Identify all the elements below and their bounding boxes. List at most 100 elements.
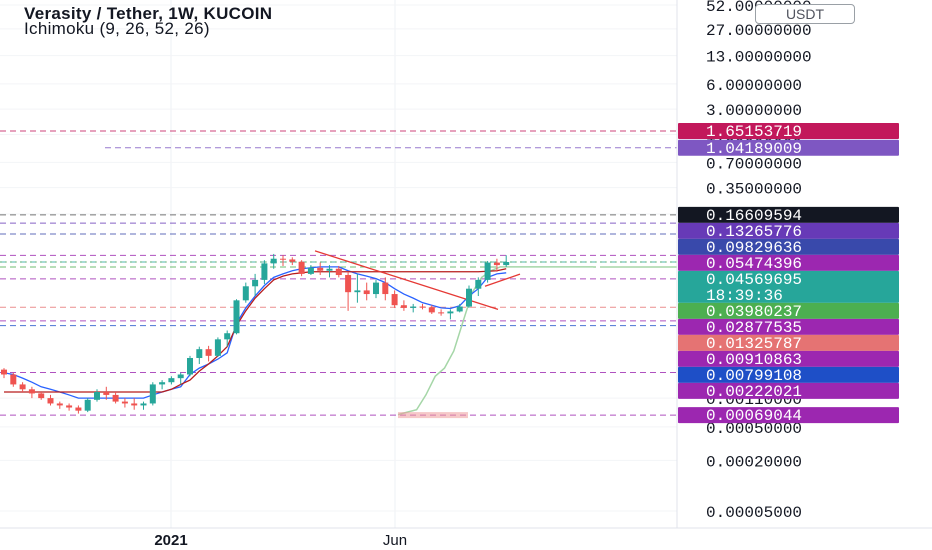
candle-body <box>242 286 249 301</box>
candle-body <box>47 398 54 404</box>
candle-body <box>475 279 482 289</box>
ichimoku-cloud-layer <box>0 261 677 419</box>
candle-body <box>456 306 463 312</box>
price-tag-box <box>678 366 899 383</box>
price-axis-label: 0.35000000 <box>706 181 802 199</box>
candle-body <box>419 306 426 308</box>
trendline-drawing <box>484 273 521 287</box>
price-axis-label: 3.00000000 <box>706 102 802 120</box>
price-tag-label: 0.00799108 <box>706 367 802 385</box>
price-tag-box <box>678 350 899 367</box>
candle-body <box>56 403 63 406</box>
price-tag: 1.65153719 <box>678 122 899 141</box>
price-axis-label: 0.70000000 <box>706 155 802 173</box>
price-axis-label: 27.00000000 <box>706 22 812 40</box>
indicator-label: Ichimoku (9, 26, 52, 26) <box>24 19 210 38</box>
candle-body <box>363 290 370 295</box>
candle-body <box>177 374 184 379</box>
candle-body <box>326 268 333 271</box>
price-tag-label: 0.03980237 <box>706 303 802 321</box>
candle-body <box>307 267 314 274</box>
candle-body <box>289 259 296 262</box>
price-tag-label: 0.01325787 <box>706 335 802 353</box>
price-tag-label: 0.00069044 <box>706 407 802 425</box>
price-tag-box <box>678 222 899 239</box>
candle-body <box>345 275 352 293</box>
price-tag: 0.00799108 <box>678 366 899 385</box>
price-tag-label: 1.04189009 <box>706 140 802 158</box>
price-tag-box <box>678 238 899 255</box>
candle-body <box>354 290 361 293</box>
time-axis-label: Jun <box>383 532 407 549</box>
candle-body <box>196 349 203 358</box>
price-tag-box <box>678 254 899 271</box>
candle-body <box>131 403 138 406</box>
candle-body <box>261 263 268 280</box>
price-tag: 0.03980237 <box>678 302 899 321</box>
candle-body <box>400 305 407 308</box>
candle-body <box>335 268 342 276</box>
price-tag-box <box>678 382 899 399</box>
candle-body <box>140 403 147 406</box>
candle-body <box>410 306 417 308</box>
candle-body <box>373 282 379 295</box>
candle-body <box>19 384 26 390</box>
price-tag: 0.09829636 <box>678 238 899 257</box>
price-tag: 0.02877535 <box>678 318 899 337</box>
grid-layer <box>0 0 677 528</box>
candle-body <box>298 261 305 274</box>
price-tag-label: 0.05474396 <box>706 255 802 273</box>
candle-body <box>168 378 175 383</box>
candle-body <box>447 311 454 314</box>
cloud-fill <box>398 412 468 419</box>
candle-body <box>233 300 240 334</box>
candle-body <box>28 389 35 394</box>
price-tag-box <box>678 270 899 303</box>
candle-body <box>187 357 193 375</box>
price-axis-label: 13.00000000 <box>706 49 812 67</box>
time-axis-label: 2021 <box>154 532 187 549</box>
price-tag-box <box>678 302 899 319</box>
price-tag: 0.16609594 <box>678 206 899 225</box>
price-tag: 0.13265776 <box>678 222 899 241</box>
price-tag-label: 0.00910863 <box>706 351 802 369</box>
candles-layer <box>1 253 510 414</box>
candle-body <box>438 312 445 314</box>
candle-body <box>382 282 389 295</box>
candle-body <box>466 288 472 307</box>
price-axis-label: 0.00020000 <box>706 453 802 471</box>
price-tag: 0.05474396 <box>678 254 899 273</box>
candle-body <box>252 279 259 287</box>
candle-body <box>121 401 128 404</box>
price-tag: 0.00222021 <box>678 382 899 401</box>
price-tag: 0.00910863 <box>678 350 899 369</box>
candle-body <box>503 262 510 266</box>
price-tag: 1.04189009 <box>678 139 899 158</box>
price-axis-label: 6.00000000 <box>706 77 802 95</box>
price-tag-label: 0.13265776 <box>706 223 802 241</box>
candle-body <box>84 399 91 411</box>
candle-body <box>94 392 100 400</box>
candle-body <box>493 262 500 266</box>
time-axis[interactable]: 2021 Jun <box>154 532 407 549</box>
candle-body <box>1 369 7 375</box>
price-tag-label: 1.65153719 <box>706 123 802 141</box>
candle-body <box>205 349 212 356</box>
price-tag-label: 0.09829636 <box>706 239 802 257</box>
candle-body <box>38 393 45 399</box>
candle-body <box>75 407 82 411</box>
candle-body <box>428 307 435 313</box>
currency-button[interactable]: USDT <box>755 4 855 24</box>
price-tag-label: 0.00222021 <box>706 383 802 401</box>
price-tag: 0.00069044 <box>678 407 899 425</box>
candle-body <box>270 258 277 264</box>
candle-body <box>224 333 231 340</box>
candle-body <box>149 384 156 404</box>
candle-body <box>317 267 324 271</box>
price-tag-box <box>678 206 899 223</box>
price-tag-box <box>678 139 899 156</box>
